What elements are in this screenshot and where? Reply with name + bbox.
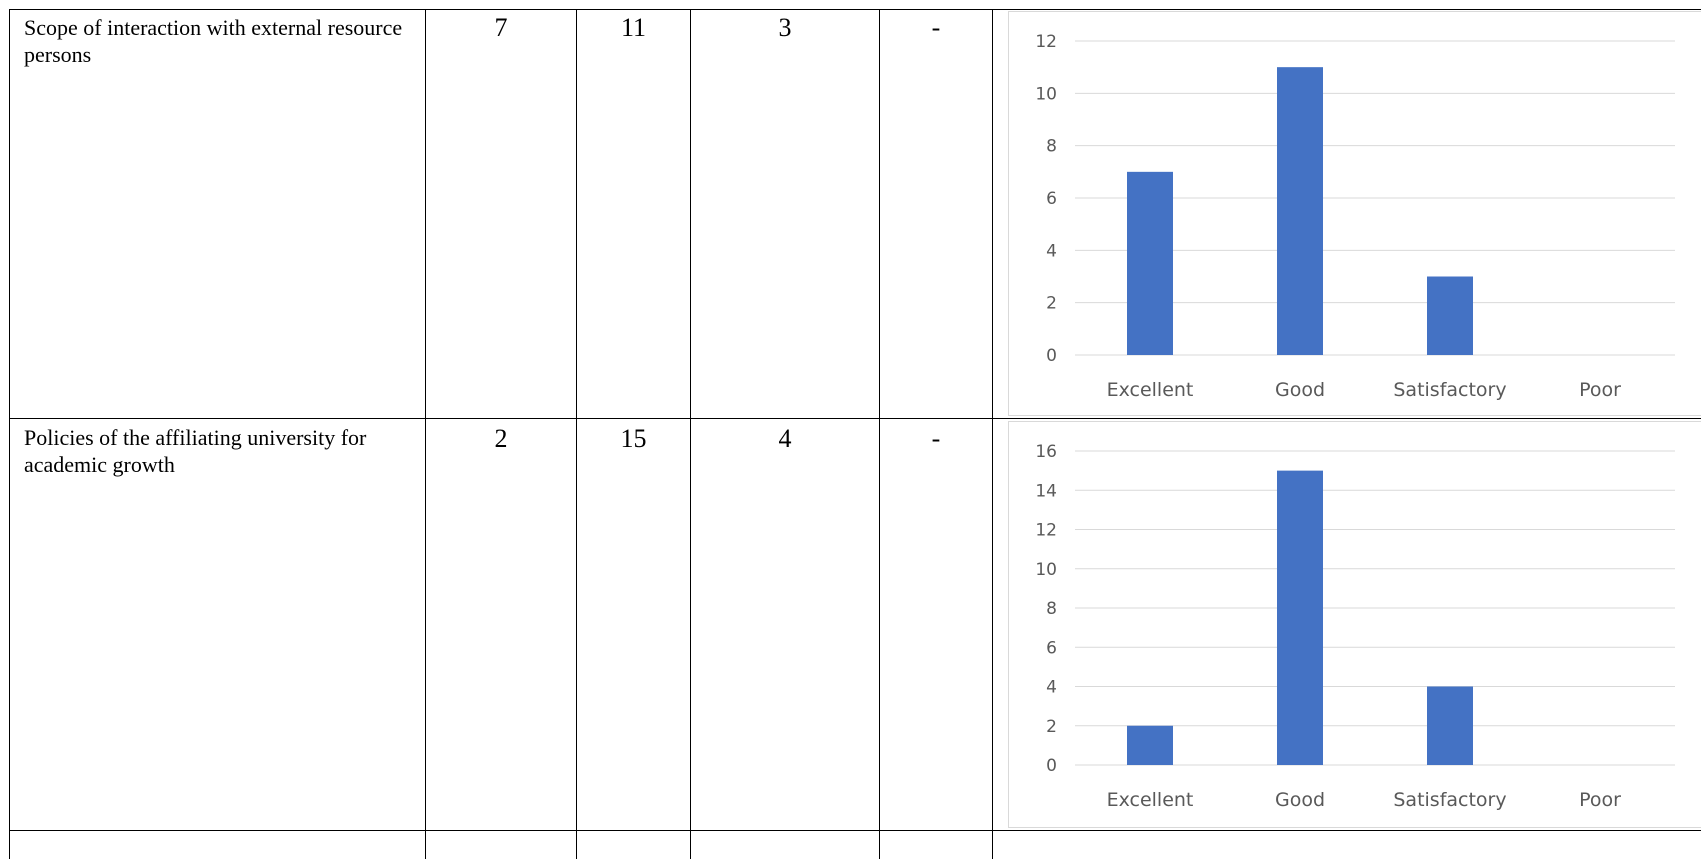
x-category-label: Good: [1275, 379, 1325, 401]
excellent-count: 2: [494, 424, 508, 453]
excellent-count: 7: [494, 13, 508, 42]
y-tick-label: 10: [1035, 84, 1057, 104]
criterion-label: Policies of the affiliating university f…: [24, 425, 367, 477]
y-tick-label: 4: [1046, 241, 1057, 261]
x-category-label: Poor: [1579, 789, 1621, 811]
y-tick-label: 12: [1035, 521, 1057, 541]
table-divider-4: [879, 9, 880, 859]
bar-good: [1277, 470, 1323, 765]
bar-chart-2: 0 2 4 6 8 10 12 14 16 Excellent Good Satisfactory Po…: [1008, 421, 1701, 828]
y-tick-label: 0: [1046, 346, 1057, 366]
y-tick-label: 2: [1046, 294, 1057, 314]
table-row-separator-2: [9, 830, 1701, 831]
bar-chart-1-svg: 0 2 4 6 8 10 12 Excellent Good Satisfactory Poor: [1035, 32, 1675, 401]
bar-chart-1: 0 2 4 6 8 10 12 Excellent Good Satisfactory Poor: [1008, 11, 1701, 416]
y-tick-label: 6: [1046, 638, 1057, 658]
table-divider-5: [992, 9, 993, 859]
y-tick-label: 0: [1046, 756, 1057, 776]
table-border-left: [9, 9, 10, 859]
y-tick-label: 8: [1046, 599, 1057, 619]
x-category-label: Satisfactory: [1393, 379, 1506, 401]
table-row-separator-1: [9, 418, 1701, 419]
poor-count: -: [931, 424, 941, 453]
y-tick-label: 16: [1035, 442, 1057, 462]
satisfactory-count: 3: [778, 13, 792, 42]
bar-satisfactory: [1427, 276, 1473, 355]
table-divider-3: [690, 9, 691, 859]
table-border-top: [9, 9, 1701, 10]
y-tick-label: 6: [1046, 189, 1057, 209]
poor-count: -: [931, 13, 941, 42]
bar-excellent: [1127, 171, 1173, 355]
bar-satisfactory: [1427, 686, 1473, 765]
x-category-label: Satisfactory: [1393, 789, 1506, 811]
y-tick-label: 2: [1046, 717, 1057, 737]
y-tick-label: 14: [1035, 481, 1057, 501]
x-category-label: Excellent: [1107, 379, 1194, 401]
y-tick-label: 4: [1046, 678, 1057, 698]
y-tick-label: 12: [1035, 32, 1057, 52]
x-category-label: Poor: [1579, 379, 1621, 401]
bar-good: [1277, 67, 1323, 355]
table-divider-2: [576, 9, 577, 859]
y-tick-label: 8: [1046, 137, 1057, 157]
good-count: 11: [620, 13, 647, 42]
y-tick-label: 10: [1035, 560, 1057, 580]
x-category-label: Good: [1275, 789, 1325, 811]
good-count: 15: [620, 424, 647, 453]
satisfactory-count: 4: [778, 424, 792, 453]
criterion-label: Scope of interaction with external resou…: [24, 15, 403, 67]
bar-excellent: [1127, 725, 1173, 765]
bar-chart-2-svg: 0 2 4 6 8 10 12 14 16 Excellent Good Satisfactory Po…: [1035, 442, 1675, 811]
x-category-label: Excellent: [1107, 789, 1194, 811]
table-divider-1: [425, 9, 426, 859]
